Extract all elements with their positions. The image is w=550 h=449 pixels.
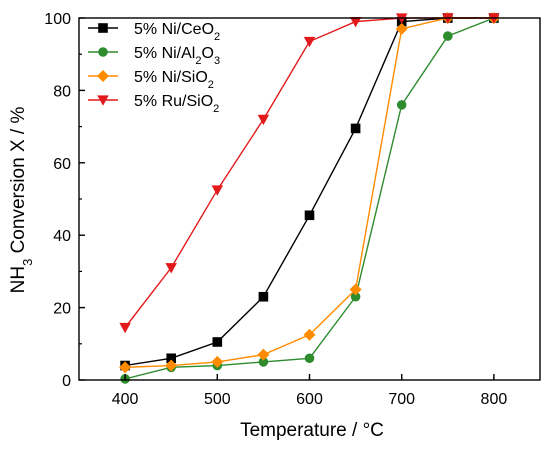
series-0 <box>120 13 499 371</box>
label-part: NH <box>8 266 29 293</box>
data-point <box>396 100 407 110</box>
legend-item-2: 5% Ni/SiO2 <box>88 69 214 91</box>
data-point <box>212 337 223 347</box>
data-point <box>350 291 361 302</box>
y-tick-label: 20 <box>53 301 71 318</box>
label-part: 5% Ni/CeO <box>134 21 214 38</box>
data-point <box>349 283 362 296</box>
x-tick-label: 400 <box>112 391 139 408</box>
data-point <box>349 17 362 28</box>
legend-marker <box>97 70 109 82</box>
data-point <box>119 322 131 334</box>
subscript: 2 <box>208 79 214 91</box>
label-part: 5% Ru/SiO <box>134 93 213 110</box>
data-point <box>165 263 177 274</box>
legend-marker <box>98 23 108 33</box>
data-point <box>258 357 269 367</box>
data-point <box>258 291 269 302</box>
legend-item-3: 5% Ru/SiO2 <box>88 93 219 115</box>
legend-marker <box>97 95 109 106</box>
data-point <box>443 31 453 41</box>
axes-layer: 400 500 600 700 800 0 20 40 60 80 100 <box>44 11 541 408</box>
series-line <box>124 17 494 328</box>
data-point <box>257 114 270 126</box>
y-tick-label: 60 <box>53 156 71 173</box>
y-axis-title: NH3 Conversion X / % <box>8 107 35 294</box>
data-point <box>303 36 316 48</box>
y-tick-label: 0 <box>62 373 71 390</box>
legend-label: 5% Ni/SiO2 <box>134 69 214 91</box>
data-point <box>395 22 408 35</box>
label-part: 5% Ni/SiO <box>134 69 208 86</box>
data-point <box>304 210 315 221</box>
x-tick-label: 600 <box>296 391 323 408</box>
legend-marker <box>98 47 108 57</box>
legend-item-1: 5% Ni/Al2O3 <box>88 45 220 67</box>
legend-label: 5% Ni/Al2O3 <box>134 45 220 67</box>
data-point <box>119 361 132 374</box>
data-point <box>257 348 270 361</box>
legend-label: 5% Ni/CeO2 <box>134 21 220 43</box>
subscript: 3 <box>214 55 220 67</box>
subscript: 2 <box>213 103 219 115</box>
subscript: 2 <box>195 55 201 67</box>
x-tick-label: 500 <box>204 391 231 408</box>
legend-item-0: 5% Ni/CeO2 <box>88 21 220 43</box>
data-point <box>303 328 316 341</box>
series-layer <box>119 12 500 384</box>
data-point <box>211 355 224 368</box>
data-point <box>304 353 315 364</box>
label-part: O <box>201 45 213 62</box>
data-point <box>350 123 361 134</box>
x-axis-title: Temperature / °C <box>240 420 384 441</box>
data-point <box>211 185 224 196</box>
legend-label: 5% Ru/SiO2 <box>134 93 219 115</box>
x-tick-label: 800 <box>481 391 508 408</box>
subscript: 3 <box>20 259 35 266</box>
label-part: 5% Ni/Al <box>134 45 195 62</box>
label-part: Conversion X / % <box>8 107 29 259</box>
data-point <box>166 353 176 364</box>
y-tick-label: 80 <box>53 83 71 100</box>
x-tick-label: 700 <box>388 391 415 408</box>
y-tick-label: 40 <box>53 228 71 245</box>
subscript: 2 <box>214 31 220 43</box>
data-point <box>165 359 178 372</box>
series-2 <box>119 12 500 374</box>
y-tick-label: 100 <box>44 11 71 28</box>
